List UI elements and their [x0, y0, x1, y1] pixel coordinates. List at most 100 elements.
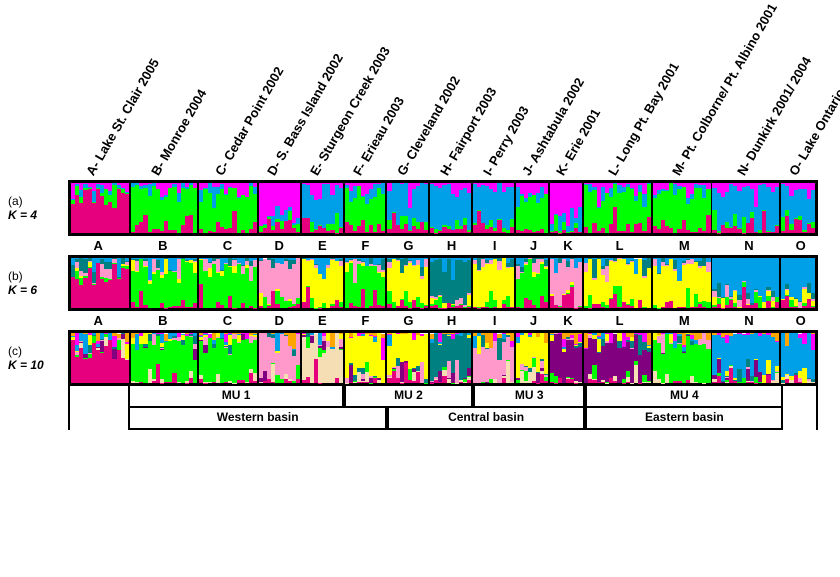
panel-row-10: (c)K = 10 [8, 330, 832, 386]
letter-J: J [516, 238, 550, 253]
pop-O [781, 183, 815, 233]
pop-J [516, 333, 550, 383]
pop-label-J: J- Ashtabula 2002 [519, 75, 587, 178]
pop-H [430, 183, 473, 233]
pop-M [653, 183, 713, 233]
pop-O [781, 258, 815, 308]
pop-A [71, 258, 131, 308]
pop-I [473, 333, 516, 383]
letter-M: M [654, 238, 714, 253]
pop-label-L: L- Long Pt. Bay 2001 [605, 60, 682, 178]
letter-K: K [551, 238, 585, 253]
letters-row-1: ABCDEFGHIJKLMNO [68, 238, 818, 253]
pop-G [387, 258, 430, 308]
panel-row-6: (b)K = 6 [8, 255, 832, 311]
letter-I: I [473, 313, 516, 328]
pop-F [345, 333, 388, 383]
letter-J: J [516, 313, 550, 328]
structure-bars-K4 [68, 180, 818, 236]
pop-F [345, 183, 388, 233]
letter-C: C [197, 238, 257, 253]
letter-M: M [654, 313, 714, 328]
basin-1: Western basin [128, 408, 387, 430]
pop-H [430, 258, 473, 308]
pop-J [516, 183, 550, 233]
panels-container: (a)K = 4ABCDEFGHIJKLMNO(b)K = 6ABCDEFGHI… [8, 180, 832, 386]
mu-1: MU 1 [128, 386, 344, 408]
letter-B: B [128, 313, 197, 328]
letter-F: F [344, 313, 387, 328]
letter-H: H [430, 238, 473, 253]
structure-bars-K6 [68, 255, 818, 311]
pop-label-M: M- Pt. Colborne/ Pt. Albino 2001 [669, 1, 780, 178]
letter-O: O [783, 313, 817, 328]
pop-I [473, 183, 516, 233]
pop-G [387, 333, 430, 383]
panel-row-4: (a)K = 4 [8, 180, 832, 236]
pop-label-A: A- Lake St. Clair 2005 [83, 56, 162, 178]
pop-H [430, 333, 473, 383]
mu-4: MU 4 [585, 386, 783, 408]
pop-C [199, 183, 259, 233]
letter-D: D [258, 313, 301, 328]
pop-label-B: B- Monroe 2004 [148, 87, 209, 178]
letter-D: D [258, 238, 301, 253]
pop-E [302, 183, 345, 233]
pop-A [71, 333, 131, 383]
pop-F [345, 258, 388, 308]
pop-B [131, 258, 199, 308]
basin-row: Western basinCentral basinEastern basin [68, 408, 818, 430]
letter-E: E [301, 313, 344, 328]
letter-K: K [551, 313, 585, 328]
pop-C [199, 258, 259, 308]
population-labels-row: A- Lake St. Clair 2005B- Monroe 2004C- C… [68, 8, 818, 178]
mu-0 [68, 386, 128, 408]
pop-G [387, 183, 430, 233]
pop-E [302, 258, 345, 308]
pop-D [259, 258, 302, 308]
pop-I [473, 258, 516, 308]
letter-A: A [68, 313, 128, 328]
basin-3: Eastern basin [585, 408, 783, 430]
letter-N: N [714, 238, 783, 253]
pop-C [199, 333, 259, 383]
pop-N [712, 258, 780, 308]
letter-C: C [197, 313, 257, 328]
pop-M [653, 333, 713, 383]
pop-L [584, 333, 652, 383]
mu-5 [783, 386, 817, 408]
pop-D [259, 183, 302, 233]
letter-G: G [387, 238, 430, 253]
letter-A: A [68, 238, 128, 253]
letter-N: N [714, 313, 783, 328]
structure-bars-K10 [68, 330, 818, 386]
letters-row-2: ABCDEFGHIJKLMNO [68, 313, 818, 328]
letter-E: E [301, 238, 344, 253]
pop-B [131, 333, 199, 383]
pop-K [550, 333, 584, 383]
letter-I: I [473, 238, 516, 253]
pop-O [781, 333, 815, 383]
letter-H: H [430, 313, 473, 328]
structure-figure: A- Lake St. Clair 2005B- Monroe 2004C- C… [8, 8, 832, 430]
pop-M [653, 258, 713, 308]
pop-D [259, 333, 302, 383]
panel-label-6: (b)K = 6 [8, 269, 68, 297]
pop-N [712, 183, 780, 233]
letter-O: O [783, 238, 817, 253]
pop-E [302, 333, 345, 383]
basin-4 [783, 408, 817, 430]
pop-L [584, 258, 652, 308]
basin-2: Central basin [387, 408, 585, 430]
panel-label-4: (a)K = 4 [8, 194, 68, 222]
pop-L [584, 183, 652, 233]
letter-F: F [344, 238, 387, 253]
pop-A [71, 183, 131, 233]
panel-label-10: (c)K = 10 [8, 344, 68, 372]
letter-L: L [585, 313, 654, 328]
pop-K [550, 258, 584, 308]
mu-2: MU 2 [344, 386, 473, 408]
pop-N [712, 333, 780, 383]
basin-0 [68, 408, 128, 430]
mu-3: MU 3 [473, 386, 585, 408]
